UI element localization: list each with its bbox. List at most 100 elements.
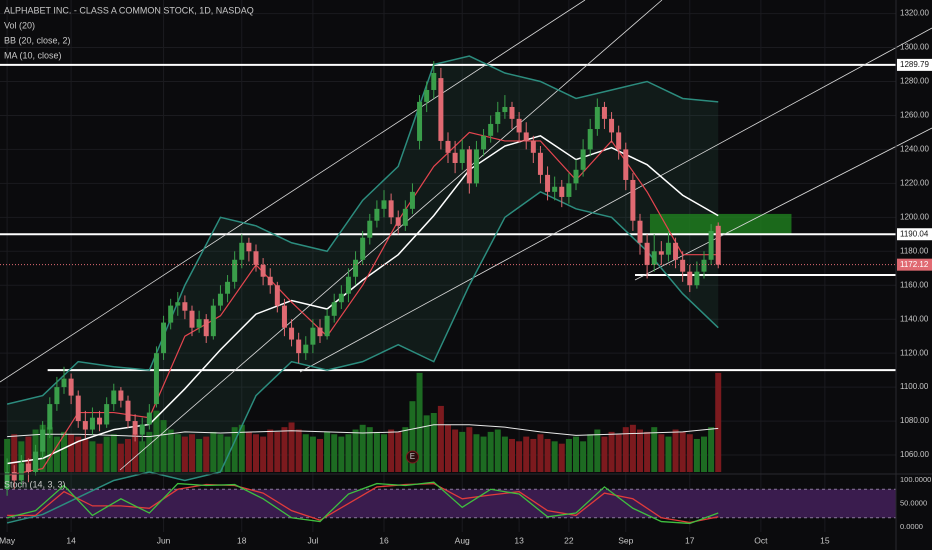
candle-body (651, 251, 657, 265)
candle-body (25, 463, 31, 472)
volume-bar (402, 427, 409, 472)
x-tick-label: 13 (514, 535, 524, 545)
candle-body (82, 421, 88, 430)
volume-bar (629, 424, 636, 472)
volume-bar (189, 434, 195, 472)
volume-bar (622, 427, 629, 472)
volume-bar (89, 441, 96, 472)
candle-body (324, 315, 330, 337)
candle-body (495, 112, 501, 124)
x-tick-label: Aug (455, 535, 470, 545)
volume-bar (224, 436, 231, 472)
y-tick-label: 1200.00 (900, 212, 929, 221)
zone (649, 213, 792, 235)
volume-bar (132, 434, 139, 472)
volume-bar (594, 429, 601, 472)
candle-body (424, 89, 430, 102)
candle-body (552, 186, 558, 192)
y-tick-label: 1320.00 (900, 9, 929, 18)
volume-bar (565, 438, 572, 472)
x-tick-label: Jun (157, 535, 171, 545)
candle-body (573, 169, 579, 184)
volume-bar (679, 431, 686, 472)
volume-bar (110, 434, 117, 472)
volume-bar (288, 422, 295, 472)
candle-body (509, 106, 515, 119)
stoch-tick-label: 100.0000 (900, 475, 931, 484)
volume-bar (409, 401, 416, 472)
volume-bar (231, 427, 238, 472)
bb-upper (6, 55, 719, 405)
volume-bar (245, 431, 252, 472)
candle-body (665, 242, 671, 255)
volume-bar (11, 434, 18, 472)
y-tick-label: 1060.00 (900, 450, 929, 459)
y-tick-label: 1180.00 (900, 246, 929, 255)
stoch-d (7, 482, 719, 524)
x-tick-label: Sep (618, 535, 633, 545)
volume-bar (210, 431, 217, 472)
volume-bar (686, 434, 693, 472)
level-label: 1289.79 (900, 60, 929, 69)
candle-body (409, 191, 415, 209)
volume-bar (487, 431, 494, 472)
chart-title: ALPHABET INC. - CLASS A COMMON STOCK, 1D… (4, 5, 254, 15)
volume-bar (523, 436, 530, 472)
x-tick-label: 22 (564, 535, 574, 545)
candle-body (644, 242, 650, 265)
candle-body (189, 310, 195, 328)
volume-bar (274, 431, 281, 472)
level-label-box (897, 58, 932, 71)
volume-bar (352, 429, 359, 472)
volume-bar (708, 427, 715, 472)
candle-body (310, 327, 316, 345)
candle-body (196, 319, 202, 328)
candle-body (616, 132, 622, 150)
trend-line (0, 0, 586, 383)
volume-bar (637, 429, 643, 472)
candle-body (587, 129, 593, 150)
volume-bar (281, 427, 288, 472)
volume-bar (494, 429, 501, 472)
volume-bar (558, 443, 565, 472)
volume-bar (452, 429, 459, 472)
candle-body (203, 319, 209, 337)
y-tick-label: 1160.00 (900, 280, 929, 289)
last-price-label: 1172.12 (900, 260, 929, 269)
y-tick-label: 1100.00 (900, 382, 929, 391)
candle-body (175, 302, 181, 306)
candle-body (132, 421, 138, 435)
volume-bar (509, 438, 515, 472)
volume-bar (146, 431, 153, 472)
indicator-label: MA (10, close) (4, 50, 62, 60)
candle-body (601, 106, 607, 119)
volume-bar (139, 441, 146, 472)
x-tick-label: 18 (237, 535, 247, 545)
candle-body (54, 387, 60, 405)
x-tick-label: Oct (754, 535, 768, 545)
indicator-label: Vol (20) (4, 20, 35, 30)
volume-bar (196, 438, 203, 472)
candle-body (402, 208, 408, 226)
stoch-label: Stoch (14, 3, 3) (4, 479, 66, 489)
volume-bar (160, 420, 167, 472)
last-price-box (897, 258, 932, 271)
candle-body (658, 251, 664, 255)
candle-body (33, 451, 39, 472)
volume-bar (615, 434, 622, 472)
volume-bar (423, 415, 430, 472)
volume-bar (309, 436, 316, 472)
volume-bar (437, 405, 444, 472)
candle-body (317, 327, 323, 337)
volume-bar (366, 427, 373, 472)
volume-bar (544, 438, 551, 472)
volume-bar (537, 434, 544, 472)
volume-bar (61, 431, 67, 472)
volume-bar (373, 431, 380, 472)
candle-body (537, 152, 543, 175)
volume-bar (388, 429, 395, 472)
axis-layer: 1060.00 1080.00 1100.00 1120.00 1140.00 1160.… (0, 9, 932, 545)
y-tick-label: 1280.00 (900, 77, 929, 86)
earnings-marker (405, 450, 419, 464)
volume-bar (117, 443, 124, 472)
